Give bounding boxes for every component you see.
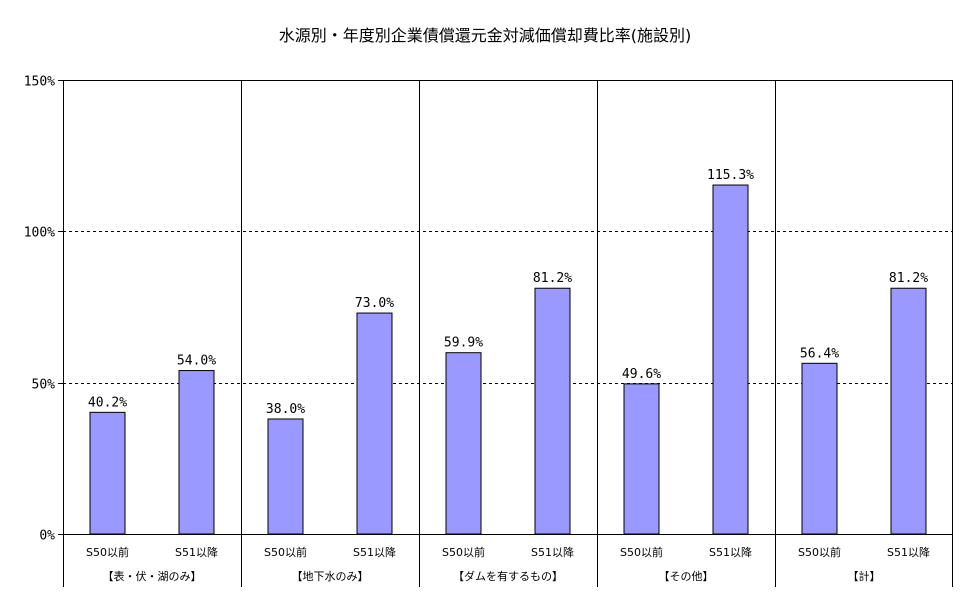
group-label: 【地下水のみ】: [292, 570, 369, 583]
data-label: 56.4%: [800, 346, 839, 361]
category-label: S50以前: [442, 545, 485, 559]
bar-2-S50以前: [267, 418, 304, 535]
bar-1-S50以前: [89, 411, 126, 535]
data-label: 59.9%: [444, 336, 483, 351]
category-label: S51以降: [531, 545, 574, 559]
category-label: S50以前: [86, 545, 129, 559]
data-label: 81.2%: [889, 271, 928, 286]
axis-layer: [58, 80, 953, 587]
data-label: 49.6%: [622, 367, 661, 382]
y-tick-label: 150%: [24, 75, 55, 90]
data-label: 38.0%: [266, 402, 305, 417]
group-label: 【ダムを有するもの】: [453, 569, 563, 583]
data-label: 115.3%: [707, 168, 754, 183]
category-label: S50以前: [264, 545, 307, 559]
group-label: 【計】: [848, 569, 881, 583]
bar-5-S51以降: [890, 287, 927, 535]
category-label: S51以降: [175, 545, 218, 559]
data-label: 81.2%: [533, 271, 572, 286]
bar-5-S50以前: [801, 362, 838, 535]
bar-3-S51以降: [534, 287, 571, 535]
bar-layer: [89, 184, 927, 535]
bar-3-S50以前: [445, 352, 482, 535]
bar-2-S51以降: [356, 312, 393, 535]
group-label: 【表・伏・湖のみ】: [103, 569, 202, 583]
group-label: 【その他】: [659, 570, 714, 583]
bar-1-S51以降: [178, 370, 215, 535]
data-label: 54.0%: [177, 354, 216, 369]
y-tick-label: 50%: [32, 378, 56, 393]
bar-4-S51以降: [712, 184, 749, 535]
category-label: S51以降: [887, 545, 930, 559]
chart-title: 水源別・年度別企業債償還元金対減価償却費比率(施設別): [278, 26, 692, 45]
label-layer: 40.2% S50以前 54.0% S51以降【表・伏・湖のみ】 38.0% S50以前 7…: [24, 75, 930, 584]
category-label: S50以前: [620, 545, 663, 559]
y-tick-label: 0%: [39, 529, 55, 544]
y-tick-label: 100%: [24, 226, 55, 241]
grid-layer: [63, 231, 953, 384]
bar-4-S50以前: [623, 383, 660, 535]
category-label: S51以降: [709, 545, 752, 559]
category-label: S50以前: [798, 545, 841, 559]
category-label: S51以降: [353, 545, 396, 559]
data-label: 40.2%: [88, 395, 127, 410]
data-label: 73.0%: [355, 296, 394, 311]
